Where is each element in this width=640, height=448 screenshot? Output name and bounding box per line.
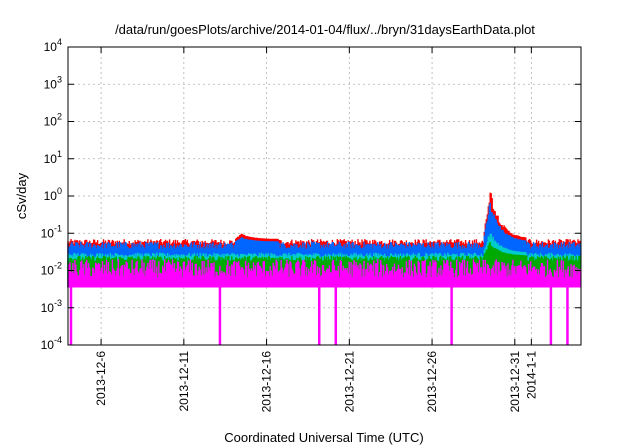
x-tick-label: 2014-1-1 <box>524 351 538 399</box>
y-tick-label: 104 <box>44 37 62 54</box>
x-tick-label: 2013-12-31 <box>508 351 522 413</box>
grid <box>68 47 581 345</box>
series-layer <box>67 192 581 345</box>
chart-title: /data/run/goesPlots/archive/2014-01-04/f… <box>115 22 535 37</box>
axis-ticks: 10-4 10-3 10-2 10-1 100 101 102 103 104 2013-12-6… <box>41 37 581 412</box>
x-axis-label: Coordinated Universal Time (UTC) <box>224 430 423 445</box>
y-tick-label: 100 <box>44 186 62 203</box>
y-tick-label: 103 <box>44 74 62 91</box>
y-tick-label: 102 <box>44 112 62 129</box>
y-tick-label: 10-4 <box>41 335 62 352</box>
x-tick-label: 2013-12-26 <box>425 351 439 413</box>
x-tick-label: 2013-12-6 <box>94 351 108 406</box>
x-tick-label: 2013-12-16 <box>260 351 274 413</box>
y-tick-label: 101 <box>44 149 62 166</box>
y-tick-label: 10-3 <box>41 298 62 315</box>
x-tick-label: 2013-12-21 <box>342 351 356 413</box>
x-tick-label: 2013-12-11 <box>177 351 191 412</box>
y-tick-label: 10-2 <box>41 261 62 278</box>
y-axis-label: cSv/day <box>14 172 29 219</box>
y-tick-label: 10-1 <box>41 223 62 240</box>
